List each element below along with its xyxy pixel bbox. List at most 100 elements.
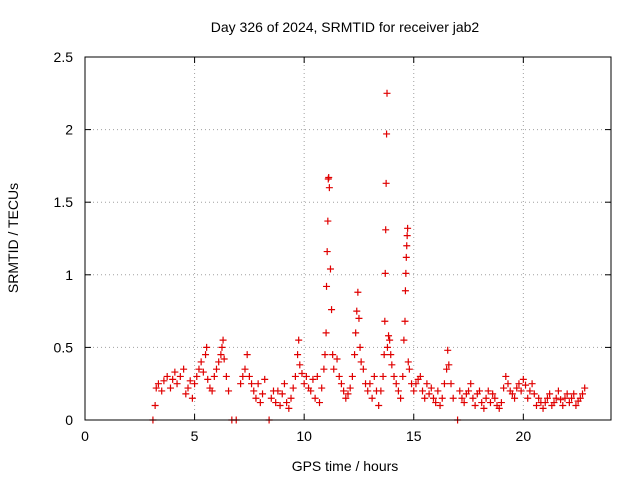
- data-point: [151, 401, 159, 409]
- data-point: [294, 351, 302, 359]
- data-point: [320, 365, 328, 373]
- data-point: [404, 358, 412, 366]
- data-point: [340, 387, 348, 395]
- data-point: [328, 306, 336, 314]
- x-tick-label-15: 15: [406, 428, 422, 444]
- data-point: [519, 375, 527, 383]
- data-point: [218, 343, 226, 351]
- data-point: [241, 365, 249, 373]
- data-point: [467, 380, 475, 388]
- data-point: [543, 394, 551, 402]
- data-point: [388, 361, 396, 369]
- data-point: [429, 394, 437, 402]
- data-point: [570, 390, 578, 398]
- data-point: [491, 394, 499, 402]
- data-point: [390, 372, 398, 380]
- data-point: [283, 399, 291, 407]
- data-point: [379, 372, 387, 380]
- data-point: [204, 375, 212, 383]
- y-tick-label-2.5: 2.5: [54, 49, 74, 65]
- data-point: [195, 365, 203, 373]
- data-point: [444, 346, 452, 354]
- data-point: [565, 399, 573, 407]
- data-point: [356, 343, 364, 351]
- data-point: [364, 387, 372, 395]
- data-point: [307, 387, 315, 395]
- data-point: [326, 265, 334, 273]
- data-point: [203, 343, 211, 351]
- data-point: [401, 287, 409, 295]
- data-point: [443, 365, 451, 373]
- data-point: [158, 387, 166, 395]
- data-point: [404, 224, 412, 232]
- data-point: [541, 399, 549, 407]
- data-point: [383, 130, 391, 138]
- y-tick-label-0.5: 0.5: [54, 339, 74, 355]
- data-point: [295, 336, 303, 344]
- data-point: [526, 387, 534, 395]
- data-point: [405, 365, 413, 373]
- plot-frame: [84, 56, 612, 421]
- data-point: [154, 380, 162, 388]
- data-point: [210, 372, 218, 380]
- data-point: [381, 317, 389, 325]
- data-point: [357, 358, 365, 366]
- data-point: [401, 317, 409, 325]
- data-point: [440, 380, 448, 388]
- data-point: [325, 174, 333, 182]
- data-point: [522, 381, 530, 389]
- data-point: [403, 232, 411, 240]
- data-point: [397, 394, 405, 402]
- data-point: [353, 307, 361, 315]
- data-point: [465, 387, 473, 395]
- data-point: [250, 387, 258, 395]
- data-point: [572, 401, 580, 409]
- data-point: [381, 269, 389, 277]
- data-point: [484, 387, 492, 395]
- data-point: [333, 355, 341, 363]
- data-point: [219, 336, 227, 344]
- axis-ticks: 0 5 10 15 20 0 0.5 1 1.5 2 2.5: [54, 49, 611, 444]
- data-point: [291, 372, 299, 380]
- data-point: [259, 390, 267, 398]
- x-tick-label-5: 5: [191, 428, 199, 444]
- data-point: [199, 368, 207, 376]
- data-point: [394, 387, 402, 395]
- data-point: [285, 404, 293, 412]
- data-point: [243, 351, 251, 359]
- data-point: [318, 384, 326, 392]
- data-point: [274, 387, 282, 395]
- y-axis-label: SRMTID / TECUs: [5, 183, 21, 293]
- data-point: [383, 89, 391, 97]
- data-point: [554, 387, 562, 395]
- x-tick-label-20: 20: [516, 428, 532, 444]
- data-point: [400, 336, 408, 344]
- x-tick-label-10: 10: [296, 428, 312, 444]
- data-point: [337, 380, 345, 388]
- data-point: [438, 394, 446, 402]
- data-point: [245, 372, 253, 380]
- data-point: [563, 390, 571, 398]
- data-point: [412, 380, 420, 388]
- data-point: [180, 365, 188, 373]
- data-point: [421, 394, 429, 402]
- data-point: [298, 370, 306, 378]
- data-point: [351, 351, 359, 359]
- data-point: [169, 375, 177, 383]
- data-point: [382, 226, 390, 234]
- data-point: [515, 380, 523, 388]
- data-point: [402, 253, 410, 261]
- data-point: [403, 242, 411, 250]
- data-point: [375, 401, 383, 409]
- data-point: [202, 351, 210, 359]
- data-point: [377, 387, 385, 395]
- data-point: [237, 380, 245, 388]
- data-point: [222, 372, 230, 380]
- data-point: [386, 336, 394, 344]
- data-point: [329, 351, 337, 359]
- data-point: [447, 380, 455, 388]
- data-point: [248, 380, 256, 388]
- data-point: [502, 372, 510, 380]
- data-point: [278, 390, 286, 398]
